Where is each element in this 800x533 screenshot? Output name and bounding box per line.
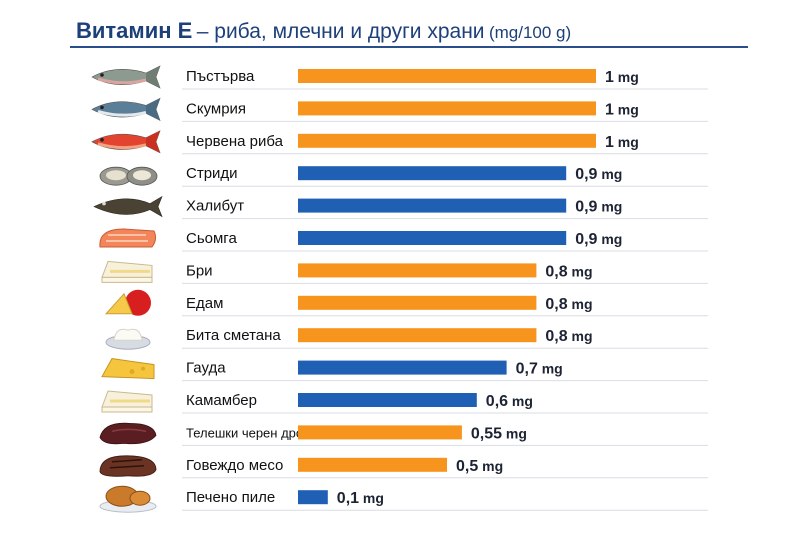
- value-label: 0,9 mg: [575, 231, 622, 248]
- bar: [298, 101, 596, 116]
- bar: [298, 393, 477, 407]
- bar: [298, 133, 596, 148]
- category-label: Гауда: [186, 360, 226, 377]
- value-unit: mg: [538, 361, 563, 377]
- red-fish-icon: [91, 130, 161, 154]
- value-label: 0,8 mg: [545, 296, 592, 313]
- value-number: 0,55: [471, 425, 502, 442]
- bar: [298, 231, 567, 245]
- value-unit: mg: [597, 231, 622, 247]
- bar: [298, 166, 567, 181]
- salmon-steak-icon: [99, 228, 157, 248]
- value-number: 0,6: [486, 393, 508, 410]
- category-label: Сьомга: [186, 230, 237, 247]
- value-unit: mg: [508, 393, 533, 409]
- value-number: 0,9: [575, 231, 597, 248]
- value-label: 0,9 mg: [575, 166, 622, 183]
- mackerel-icon: [91, 97, 161, 122]
- beef-steak-icon: [99, 455, 157, 477]
- value-unit: mg: [568, 328, 593, 344]
- value-number: 0,8: [545, 328, 567, 345]
- value-unit: mg: [568, 296, 593, 312]
- value-unit: mg: [597, 166, 622, 182]
- value-unit: mg: [614, 101, 639, 117]
- value-label: 0,9 mg: [575, 199, 622, 216]
- category-label: Халибут: [186, 198, 244, 215]
- value-number: 0,7: [516, 361, 538, 378]
- category-label: Камамбер: [186, 392, 257, 409]
- bar: [298, 457, 447, 472]
- title-unit: (mg/100 g): [488, 23, 572, 42]
- value-unit: mg: [359, 490, 384, 506]
- whipped-cream-icon: [105, 328, 151, 350]
- value-label: 0,1 mg: [337, 490, 384, 507]
- category-label: Бита сметана: [186, 327, 281, 344]
- value-number: 0,8: [545, 263, 567, 280]
- title-main: Витамин Е: [76, 18, 193, 43]
- oysters-icon: [99, 166, 158, 186]
- category-label: Едам: [186, 295, 223, 312]
- value-number: 0,1: [337, 490, 359, 507]
- value-label: 1 mg: [605, 101, 639, 118]
- bar: [298, 198, 567, 213]
- edam-icon: [104, 289, 151, 316]
- value-label: 0,8 mg: [545, 328, 592, 345]
- value-label: 0,6 mg: [486, 393, 533, 410]
- bar: [298, 425, 462, 440]
- value-unit: mg: [502, 425, 527, 441]
- value-number: 1: [605, 69, 614, 86]
- trout-icon: [91, 65, 161, 89]
- chart-title: Витамин Е – риба, млечни и други храни (…: [76, 18, 571, 44]
- value-unit: mg: [568, 263, 593, 279]
- value-number: 0,9: [575, 199, 597, 216]
- bar: [298, 295, 537, 310]
- value-unit: mg: [478, 458, 503, 474]
- title-underline: [70, 46, 748, 48]
- value-label: 0,55 mg: [471, 425, 527, 442]
- value-number: 0,8: [545, 296, 567, 313]
- value-label: 1 mg: [605, 69, 639, 86]
- category-label: Телешки черен дроб: [186, 425, 311, 440]
- camembert-icon: [101, 390, 153, 413]
- value-label: 0,5 mg: [456, 458, 503, 475]
- value-label: 0,8 mg: [545, 263, 592, 280]
- category-label: Червена риба: [186, 133, 284, 150]
- category-label: Скумрия: [186, 100, 246, 117]
- value-number: 1: [605, 134, 614, 151]
- value-unit: mg: [597, 199, 622, 215]
- category-label: Бри: [186, 262, 213, 279]
- bar: [298, 69, 596, 83]
- category-label: Пъстърва: [186, 68, 255, 85]
- title-subtitle: – риба, млечни и други храни: [196, 20, 485, 43]
- value-number: 0,9: [575, 166, 597, 183]
- category-label: Печено пиле: [186, 489, 275, 506]
- brie-icon: [101, 260, 153, 283]
- bar: [298, 360, 507, 375]
- bar: [298, 263, 537, 278]
- value-label: 0,7 mg: [516, 361, 563, 378]
- value-label: 1 mg: [605, 134, 639, 151]
- value-number: 0,5: [456, 458, 478, 475]
- bar: [298, 328, 537, 343]
- bar: [298, 490, 328, 505]
- halibut-icon: [93, 195, 163, 218]
- roast-chicken-icon: [99, 485, 157, 513]
- gouda-icon: [101, 358, 155, 380]
- value-unit: mg: [614, 134, 639, 150]
- value-unit: mg: [614, 69, 639, 85]
- beef-liver-icon: [99, 422, 157, 445]
- category-label: Говеждо месо: [186, 457, 283, 474]
- category-label: Стриди: [186, 165, 238, 182]
- value-number: 1: [605, 101, 614, 118]
